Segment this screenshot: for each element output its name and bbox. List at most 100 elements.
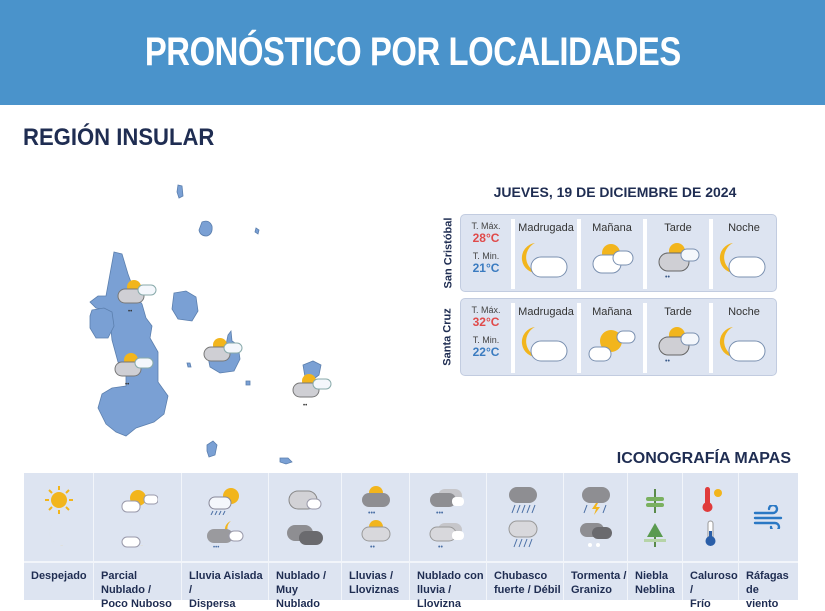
moon-rain-cloud-icon: ••• [207, 521, 244, 549]
period-madrugada: Madrugada [511, 303, 577, 373]
region-title: REGIÓN INSULAR [23, 124, 215, 151]
night-partly-cloudy-icon [521, 327, 568, 362]
min-temp: 22°C [472, 345, 500, 359]
period-label: Tarde [664, 222, 692, 234]
page-header: PRONÓSTICO POR LOCALIDADES [0, 0, 825, 105]
location-row-san-cristobal: San Cristóbal T. Máx. 28°C T. Min. 21°C … [440, 214, 780, 292]
legend-item-parcial-nublado: Parcial Nublado / Poco Nuboso [94, 473, 182, 610]
cloudy-drizzle-icon: •• [658, 243, 700, 281]
cloudy-icon [288, 490, 322, 510]
period-tarde: Tarde •• [643, 303, 709, 373]
overcast-icon [287, 525, 323, 545]
moon-cloud-icon [121, 522, 152, 548]
legend-label: Chubasco [494, 570, 548, 582]
legend-label: Neblina [635, 584, 675, 596]
thunderstorm-icon [581, 487, 610, 515]
legend-label: Poco Nuboso [101, 598, 172, 610]
legend-item-nublado: Nublado / Muy Nublado [269, 473, 342, 610]
svg-text:••: •• [125, 382, 129, 388]
legend-item-nublado-lluvia: ••• •• Nublado con lluvia / Llovizna [410, 473, 487, 610]
svg-text:••: •• [665, 274, 670, 281]
period-manana: Mañana [577, 303, 643, 373]
legend-label: Nublado / [276, 570, 327, 582]
forecast-card: T. Máx. 28°C T. Min. 21°C Madrugada Maña… [460, 214, 777, 292]
svg-text:•••: ••• [213, 545, 219, 549]
min-label: T. Min. [472, 335, 500, 345]
legend-label: Lluvia Aislada / [189, 570, 263, 596]
legend-table: Despejado Parcial Nublado / Poco Nuboso •… [24, 473, 798, 610]
period-label: Tarde [664, 306, 692, 318]
legend-item-caluroso: Caluroso / Frío [683, 473, 739, 610]
period-madrugada: Madrugada [511, 219, 577, 289]
legend-label: Ráfagas de [746, 570, 789, 596]
legend-label: Niebla [635, 570, 669, 582]
legend-item-lluvia-aislada: ••• Lluvia Aislada / Dispersa [182, 473, 269, 610]
sun-drizzle-icon: •• [361, 520, 390, 549]
min-label: T. Min. [472, 251, 500, 261]
map-weather-icons: •• •• •• [114, 280, 332, 409]
period-label: Madrugada [518, 306, 574, 318]
period-tarde: Tarde •• [643, 219, 709, 289]
period-label: Noche [728, 306, 760, 318]
legend-label: Muy Nublado [276, 584, 320, 610]
temperatures: T. Máx. 28°C T. Min. 21°C [461, 215, 511, 293]
sun-cloud-icon [121, 490, 158, 513]
period-manana: Mañana [577, 219, 643, 289]
svg-text:•••: ••• [368, 510, 376, 515]
cold-thermometer-icon [705, 520, 715, 546]
legend-item-despejado: Despejado [24, 473, 94, 600]
forecast-date: JUEVES, 19 DE DICIEMBRE DE 2024 [493, 184, 737, 200]
legend-label: Lloviznas [349, 584, 400, 596]
legend-label: viento [746, 598, 779, 610]
legend-label: fuerte / Débil [494, 584, 561, 596]
svg-text:••: •• [665, 358, 670, 365]
legend-label: Granizo [571, 584, 612, 596]
partly-cloudy-icon [592, 244, 634, 274]
legend-item-niebla: Niebla Neblina [628, 473, 683, 600]
page-title: PRONÓSTICO POR LOCALIDADES [144, 30, 681, 74]
forecast-card: T. Máx. 32°C T. Min. 22°C Madrugada Maña… [460, 298, 777, 376]
max-label: T. Máx. [471, 221, 501, 231]
sunny-few-clouds-icon [588, 330, 636, 362]
sun-icon [44, 486, 73, 514]
legend-label: Tormenta / [571, 570, 627, 582]
svg-text:••: •• [128, 309, 132, 315]
legend-label: Caluroso / [690, 570, 738, 596]
legend-label: Dispersa [189, 598, 236, 610]
hot-thermometer-icon [702, 487, 722, 512]
legend-label: Nublado con [417, 570, 484, 582]
legend-label: Lluvias / [349, 570, 394, 582]
cloudy-drizzle-icon: •• [658, 327, 700, 365]
fog-icon [646, 489, 664, 513]
galapagos-map: •• •• •• [89, 184, 332, 465]
mist-icon [644, 523, 666, 547]
legend-item-tormenta: Tormenta / Granizo [564, 473, 628, 600]
max-temp: 32°C [472, 315, 500, 329]
period-label: Madrugada [518, 222, 574, 234]
svg-text:••: •• [438, 544, 443, 549]
location-name: Santa Cruz [442, 308, 454, 366]
temperatures: T. Máx. 32°C T. Min. 22°C [461, 299, 511, 377]
legend-item-lluvias: ••• •• Lluvias / Lloviznas [342, 473, 410, 600]
moon-icon [49, 522, 72, 546]
min-temp: 21°C [472, 261, 500, 275]
legend-label: Frío [690, 598, 711, 610]
legend-label: Parcial Nublado / [101, 570, 152, 596]
heavy-shower-icon [509, 487, 537, 514]
period-label: Mañana [592, 222, 632, 234]
svg-text:•••: ••• [436, 510, 444, 515]
max-label: T. Máx. [471, 305, 501, 315]
period-label: Noche [728, 222, 760, 234]
hail-icon [579, 523, 612, 547]
cloud-drizzle-icon: •• [429, 523, 464, 549]
max-temp: 28°C [472, 231, 500, 245]
legend-item-rafagas: Ráfagas de viento [739, 473, 798, 610]
sun-showers-icon: ••• [361, 486, 390, 515]
location-name: San Cristóbal [442, 217, 454, 289]
cloud-rain-icon: ••• [430, 489, 464, 515]
legend-title: ICONOGRAFÍA MAPAS [616, 450, 791, 467]
period-noche: Noche [709, 219, 775, 289]
svg-text:••: •• [303, 403, 307, 409]
period-label: Mañana [592, 306, 632, 318]
legend-item-chubasco: Chubasco fuerte / Débil [487, 473, 564, 600]
